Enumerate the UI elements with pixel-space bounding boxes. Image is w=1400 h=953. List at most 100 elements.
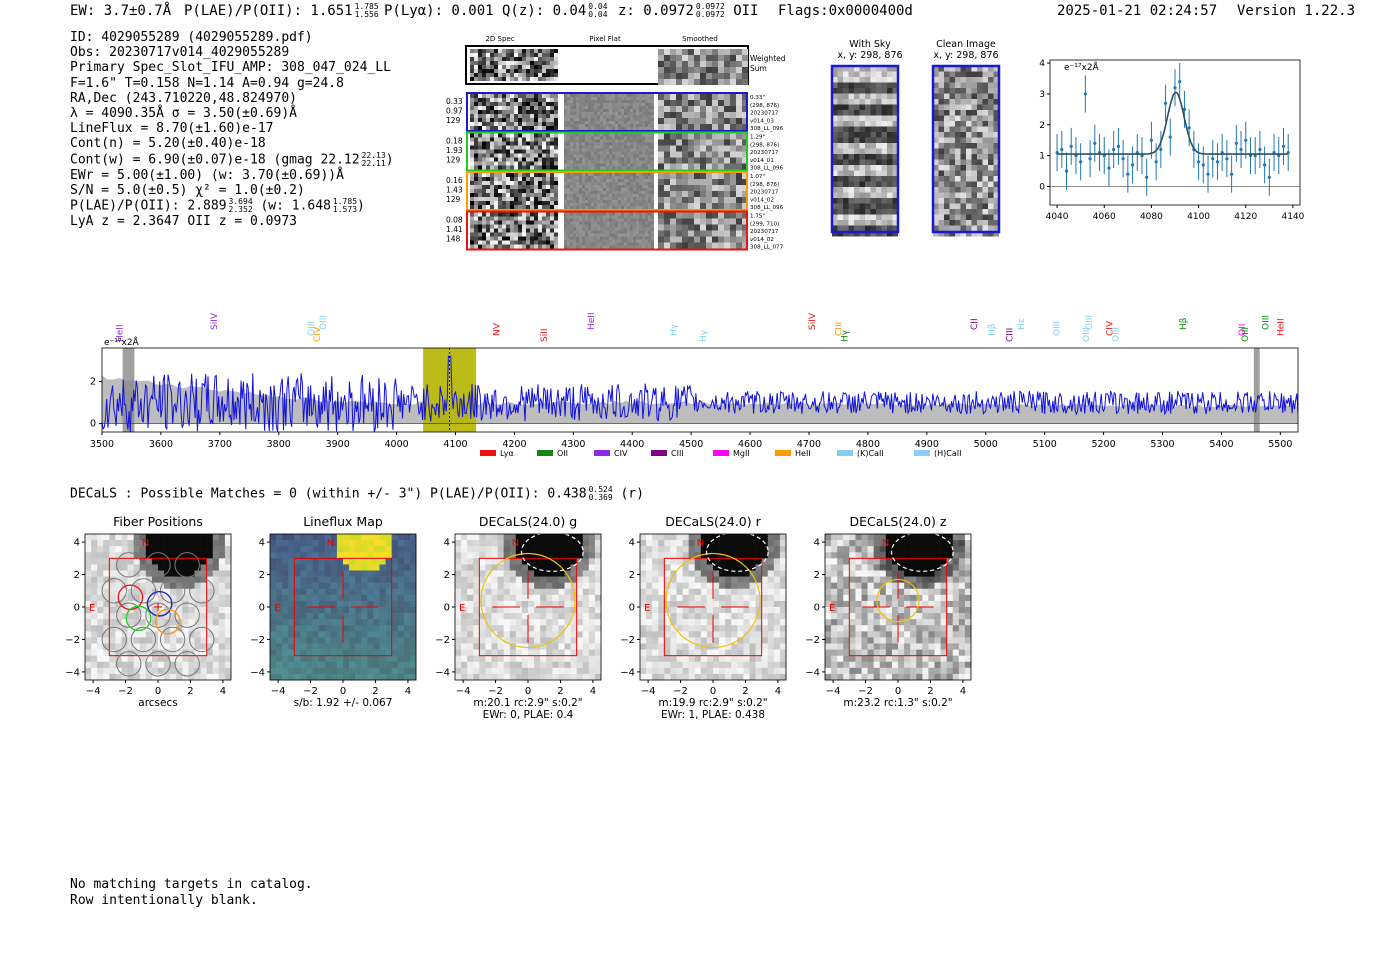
stamp-pixel: [591, 166, 594, 170]
stamp-pixel: [530, 106, 534, 110]
stamp-pixel: [514, 244, 518, 249]
stamp-pixel: [530, 114, 534, 118]
stamp-pixel: [585, 230, 588, 234]
stamp-pixel: [645, 203, 648, 206]
stamp-pixel: [609, 136, 612, 140]
stamp-pixel: [546, 53, 550, 57]
decals-pixel: [276, 540, 283, 547]
decals-pixel: [97, 649, 104, 656]
stamp-pixel: [490, 106, 494, 110]
decals-pixel: [85, 552, 92, 559]
with-sky-stamp-pixel: [832, 209, 838, 215]
stamp-pixel: [474, 212, 478, 217]
stamp-pixel: [576, 239, 579, 243]
stamp-pixel: [594, 230, 597, 234]
with-sky-stamp-pixel: [859, 209, 865, 215]
stamp-pixel: [538, 220, 542, 225]
decals-pixel: [200, 619, 207, 626]
stamp-pixel: [506, 177, 510, 181]
decals-pixel: [349, 600, 356, 608]
stamp-pixel: [694, 145, 700, 152]
stamp-pixel: [576, 142, 579, 146]
stamp-pixel: [502, 141, 506, 146]
stamp-pixel: [506, 149, 510, 154]
clean-stamp-pixel: [960, 187, 966, 193]
stamp-pixel: [585, 127, 588, 130]
stamp-pixel: [546, 98, 550, 102]
stamp-pixel: [576, 188, 579, 191]
stamp-pixel: [712, 49, 718, 55]
stamp-pixel: [736, 133, 742, 140]
stamp-pixel: [494, 185, 498, 189]
stamp-row-meta: 308_LL_096: [750, 126, 784, 132]
stamp-pixel: [621, 212, 624, 216]
decals-pixel: [379, 582, 386, 590]
decals-pixel: [200, 594, 207, 602]
decals-pixel: [336, 552, 344, 559]
stamp-pixel: [554, 110, 558, 114]
with-sky-stamp-pixel: [870, 66, 876, 72]
decals-pixel: [373, 600, 380, 608]
decals-pixel: [103, 637, 110, 644]
stamp-pixel: [600, 221, 603, 225]
stamp-pixel: [648, 118, 651, 121]
stamp-pixel: [498, 201, 502, 205]
stamp-pixel: [579, 221, 582, 225]
stamp-pixel: [482, 61, 486, 65]
decals-pixel: [121, 655, 128, 663]
stamp-pixel: [609, 94, 612, 97]
stamp-pixel: [724, 224, 730, 231]
decals-pixel: [212, 534, 220, 541]
stamp-pixel: [591, 142, 594, 146]
spectral-line-label: OIII: [1085, 315, 1095, 330]
stamp-pixel: [490, 118, 494, 122]
stamp-pixel: [573, 121, 576, 124]
stamp-pixel: [576, 136, 579, 140]
stamp-pixel: [730, 242, 736, 249]
with-sky-stamp-pixel: [859, 159, 865, 165]
stamp-pixel: [627, 94, 630, 97]
stamp-pixel: [498, 161, 502, 166]
stamp-pixel: [700, 157, 706, 164]
stamp-pixel: [648, 133, 651, 137]
stamp-pixel: [700, 145, 706, 152]
stamp-pixel: [618, 173, 621, 176]
spectral-line-label: OIII: [307, 321, 317, 336]
stamp-pixel: [609, 221, 612, 225]
stamp-pixel: [639, 179, 642, 182]
decals-pixel: [170, 667, 177, 675]
decals-pixel: [403, 613, 411, 620]
stamp-pixel: [651, 160, 654, 164]
with-sky-stamp-pixel: [870, 77, 876, 83]
decals-pixel: [103, 534, 110, 541]
stamp-pixel: [724, 151, 730, 158]
stamp-pixel: [591, 97, 594, 100]
decals-pixel: [270, 594, 277, 602]
clean-stamp-pixel: [944, 203, 950, 209]
stamp-pixel: [494, 73, 498, 77]
stamp-pixel: [618, 212, 621, 216]
stamp-pixel: [630, 154, 633, 158]
clean-stamp-pixel: [955, 225, 961, 231]
decals-pixel: [133, 673, 141, 681]
stamp-pixel: [550, 137, 554, 142]
stamp-pixel: [648, 142, 651, 146]
decals-pixel: [312, 558, 319, 565]
clean-stamp-pixel: [938, 214, 944, 220]
decals-pixel: [139, 619, 147, 626]
stamp-pixel: [670, 100, 676, 106]
decals-pixel: [218, 643, 226, 650]
clean-stamp-pixel: [982, 209, 988, 215]
fit-point: [1112, 147, 1116, 152]
clean-stamp-pixel: [938, 170, 944, 176]
decals-pixel: [224, 576, 232, 583]
stamp-pixel: [486, 197, 490, 201]
decals-pixel: [85, 600, 92, 608]
decals-pixel: [121, 637, 128, 644]
decals-pixel: [385, 613, 392, 620]
decals-pixel: [367, 582, 374, 590]
stamp-pixel: [490, 228, 494, 233]
clean-stamp-pixel: [960, 132, 966, 138]
decals-pixel: [91, 540, 98, 547]
stamp-pixel: [712, 173, 718, 179]
